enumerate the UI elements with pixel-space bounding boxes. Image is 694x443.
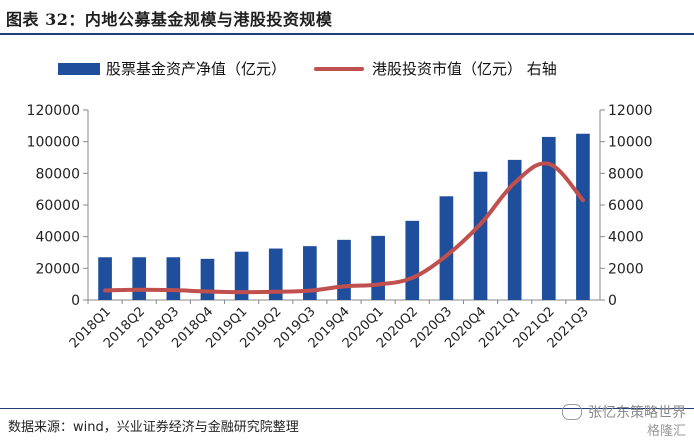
bar-2020Q1: [371, 235, 385, 300]
y-tick-right-label: 0: [608, 293, 617, 309]
y-tick-left-label: 60000: [35, 198, 80, 214]
legend: 股票基金资产净值（亿元） 港股投资市值（亿元） 右轴: [58, 58, 557, 79]
wechat-icon: [562, 404, 582, 420]
bar-2019Q4: [337, 239, 351, 300]
bar-2020Q4: [473, 171, 488, 300]
y-tick-right-label: 2000: [608, 261, 644, 277]
y-tick-right-label: 4000: [608, 230, 644, 246]
bar-2018Q4: [200, 258, 215, 300]
legend-line-swatch: [314, 66, 365, 71]
bar-2021Q3: [576, 133, 590, 300]
bar-2018Q2: [132, 257, 147, 300]
source-note: 数据来源：wind，兴业证券经济与金融研究院整理: [8, 420, 299, 435]
legend-bar-label: 股票基金资产净值（亿元）: [106, 60, 287, 78]
y-tick-right-label: 12000: [608, 103, 653, 119]
bar-2019Q2: [268, 248, 283, 300]
y-tick-left-label: 40000: [35, 230, 80, 246]
y-tick-left-label: 120000: [27, 103, 80, 119]
y-tick-left-label: 0: [71, 293, 80, 309]
y-tick-right-label: 8000: [608, 166, 644, 182]
bar-2020Q3: [439, 196, 454, 300]
bottom-rule: [0, 408, 694, 409]
title-rule: [0, 33, 694, 35]
bar-2019Q3: [303, 246, 317, 300]
badge-logo: 格隆汇: [646, 424, 686, 439]
bar-2018Q3: [166, 257, 181, 300]
y-tick-right-label: 6000: [608, 198, 644, 214]
bar-2021Q1: [507, 159, 522, 300]
bar-2021Q2: [541, 136, 556, 300]
y-tick-left-label: 20000: [35, 261, 80, 277]
bar-2020Q2: [405, 220, 420, 300]
legend-line-label: 港股投资市值（亿元） 右轴: [372, 60, 557, 78]
figure-title: 图表 32：内地公募基金规模与港股投资规模: [6, 10, 333, 29]
bar-2019Q1: [234, 251, 249, 300]
watermark: 张忆东策略世界: [562, 402, 686, 422]
legend-bar-swatch: [58, 62, 100, 75]
bar-2018Q1: [98, 257, 112, 300]
watermark-text: 张忆东策略世界: [588, 405, 686, 421]
y-tick-left-label: 100000: [27, 135, 80, 151]
y-tick-left-label: 80000: [35, 166, 80, 182]
y-tick-right-label: 10000: [608, 135, 653, 151]
